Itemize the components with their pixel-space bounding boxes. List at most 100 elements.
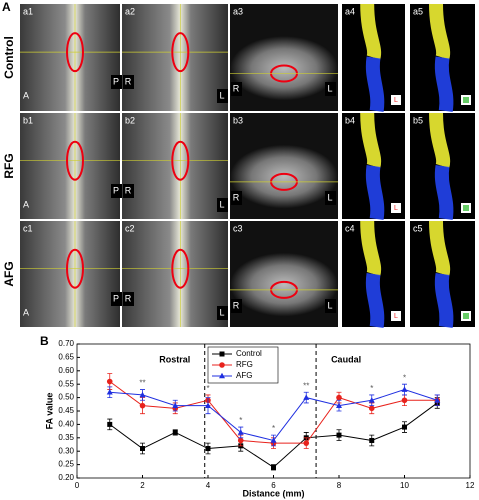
panel-label: c2 bbox=[125, 223, 135, 233]
data-point bbox=[107, 421, 113, 427]
panel-label: c1 bbox=[23, 223, 33, 233]
orientation-icon-letter: L bbox=[394, 97, 398, 104]
roi-ellipse bbox=[171, 248, 190, 289]
data-point bbox=[303, 394, 310, 400]
mri-image bbox=[122, 4, 228, 111]
roi-ellipse bbox=[66, 140, 84, 181]
legend-marker bbox=[219, 362, 225, 368]
orientation-icon-letter: L bbox=[394, 313, 398, 320]
orientation-box bbox=[111, 184, 122, 198]
significance-mark: * bbox=[272, 424, 275, 433]
panel-label: B bbox=[40, 334, 49, 348]
mri-image bbox=[20, 4, 120, 111]
data-point bbox=[237, 429, 244, 435]
orientation-box bbox=[111, 75, 122, 89]
row-label: Control bbox=[2, 36, 16, 79]
significance-mark: * bbox=[239, 416, 242, 425]
legend-marker bbox=[219, 351, 225, 357]
orientation-icon bbox=[391, 95, 401, 105]
orientation-letter: P bbox=[113, 76, 119, 86]
orientation-box bbox=[123, 184, 134, 198]
orientation-letter: R bbox=[125, 185, 132, 195]
orientation-box bbox=[123, 292, 134, 306]
orientation-icon-mark bbox=[463, 205, 469, 211]
orientation-letter: P bbox=[113, 185, 119, 195]
roi-ellipse bbox=[66, 32, 84, 73]
y-tick-label: 0.50 bbox=[58, 393, 74, 402]
y-tick-label: 0.65 bbox=[58, 353, 74, 362]
y-tick-label: 0.45 bbox=[58, 406, 74, 415]
fiber-blue bbox=[365, 56, 385, 113]
data-point bbox=[237, 437, 244, 444]
orientation-letter: R bbox=[125, 293, 132, 303]
orientation-box bbox=[325, 82, 336, 96]
mri-image bbox=[20, 221, 120, 327]
orientation-box bbox=[217, 198, 228, 212]
orientation-box bbox=[217, 89, 228, 103]
axial-slice bbox=[230, 36, 338, 101]
fiber-blue bbox=[434, 56, 454, 113]
panel-label: a5 bbox=[413, 6, 423, 16]
region-label: Caudal bbox=[331, 354, 361, 364]
orientation-letter: R bbox=[233, 192, 240, 202]
data-point bbox=[303, 440, 310, 446]
roi-ellipse bbox=[66, 248, 84, 289]
fiber-blue bbox=[365, 272, 385, 329]
significance-mark: ** bbox=[139, 379, 145, 388]
x-tick-label: 6 bbox=[271, 481, 276, 490]
mri-image bbox=[122, 113, 228, 219]
orientation-letter: L bbox=[327, 300, 332, 310]
orientation-letter: R bbox=[233, 300, 240, 310]
data-point bbox=[106, 378, 113, 385]
orientation-box bbox=[123, 75, 134, 89]
fiber-yellow bbox=[429, 220, 451, 277]
legend-label: AFG bbox=[236, 371, 252, 380]
panel-label: A bbox=[2, 0, 11, 14]
significance-mark: * bbox=[370, 384, 373, 393]
axial-slice bbox=[230, 252, 338, 317]
y-tick-label: 0.40 bbox=[58, 420, 74, 429]
panel-label: a4 bbox=[345, 6, 355, 16]
data-point bbox=[368, 405, 375, 412]
orientation-icon bbox=[391, 311, 401, 321]
data-point bbox=[401, 386, 408, 392]
data-point bbox=[270, 437, 277, 443]
orientation-box bbox=[231, 82, 242, 96]
mri-image bbox=[20, 113, 120, 219]
region-label: Rostral bbox=[159, 354, 190, 364]
panel-label: c3 bbox=[233, 223, 243, 233]
roi-ellipse bbox=[171, 32, 190, 73]
y-tick-label: 0.70 bbox=[58, 339, 74, 348]
y-tick-label: 0.55 bbox=[58, 379, 74, 388]
orientation-icon-mark bbox=[463, 97, 469, 103]
orientation-box bbox=[325, 299, 336, 313]
data-point bbox=[401, 397, 408, 404]
panel-label: b3 bbox=[233, 115, 243, 125]
orientation-box bbox=[231, 191, 242, 205]
data-point bbox=[139, 402, 146, 409]
x-axis-label: Distance (mm) bbox=[242, 488, 304, 498]
panel-label: b4 bbox=[345, 115, 355, 125]
mri-image bbox=[122, 221, 228, 327]
fiber-yellow bbox=[360, 220, 382, 276]
x-tick-label: 12 bbox=[466, 481, 475, 490]
data-point bbox=[336, 432, 342, 438]
panel-label: b2 bbox=[125, 115, 135, 125]
significance-mark: * bbox=[403, 373, 406, 382]
data-point bbox=[336, 394, 342, 401]
panel-label: c4 bbox=[345, 223, 355, 233]
panel-label: c5 bbox=[413, 223, 423, 233]
orientation-letter: L bbox=[219, 90, 224, 100]
panel-label: b5 bbox=[413, 115, 423, 125]
data-point bbox=[368, 397, 375, 403]
legend-marker bbox=[219, 372, 225, 379]
fiber-blue bbox=[434, 272, 454, 329]
orientation-letter: A bbox=[23, 199, 29, 209]
legend-label: Control bbox=[236, 349, 262, 358]
y-tick-label: 0.60 bbox=[58, 366, 74, 375]
fiber-yellow bbox=[429, 3, 451, 60]
orientation-letter: P bbox=[113, 293, 119, 303]
data-point bbox=[106, 389, 113, 395]
data-point bbox=[336, 402, 342, 408]
x-tick-label: 8 bbox=[337, 481, 342, 490]
